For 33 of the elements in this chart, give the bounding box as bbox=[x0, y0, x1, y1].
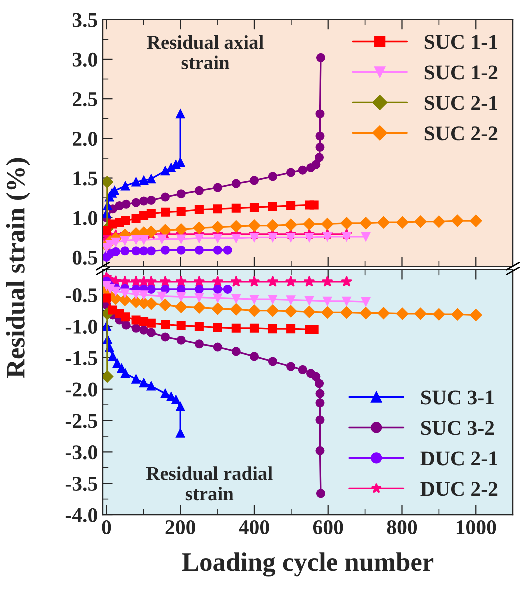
y-tick-label: 3.5 bbox=[72, 13, 98, 28]
x-tick-label: 400 bbox=[239, 520, 270, 535]
legend-label: DUC 2-1 bbox=[420, 452, 498, 466]
legend-label: SUC 1-2 bbox=[424, 66, 498, 80]
y-tick-label: 2.5 bbox=[73, 92, 98, 107]
y-tick-label: -1.5 bbox=[66, 351, 98, 366]
x-axis-title: Loading cycle number bbox=[182, 552, 434, 577]
legend-label: SUC 3-2 bbox=[421, 421, 494, 436]
y-tick-label: -3.0 bbox=[66, 446, 98, 460]
annotation: Residual radial strain bbox=[146, 466, 273, 501]
y-tick-label: -2.5 bbox=[66, 414, 98, 428]
y-tick-label: -1.0 bbox=[66, 320, 98, 334]
y-tick-label: 3.0 bbox=[72, 52, 98, 67]
x-tick-label: 200 bbox=[166, 520, 196, 535]
y-tick-label: 2.0 bbox=[73, 132, 98, 146]
legend-label: SUC 1-1 bbox=[424, 35, 498, 50]
x-tick-label: 800 bbox=[387, 520, 418, 535]
y-tick-label: 1.5 bbox=[74, 172, 98, 186]
x-tick-label: 0 bbox=[102, 520, 112, 535]
y-tick-label: 1.0 bbox=[74, 211, 98, 226]
legend-label: SUC 2-2 bbox=[424, 126, 498, 141]
legend-label: DUC 2-2 bbox=[420, 482, 498, 496]
y-tick-label: -4.0 bbox=[66, 508, 98, 523]
y-tick-label: -0.5 bbox=[66, 288, 98, 303]
y-tick-label: -2.0 bbox=[66, 382, 98, 397]
legend-label: SUC 3-1 bbox=[421, 390, 494, 405]
x-tick-label: 1000 bbox=[456, 520, 496, 535]
annotation: Residual axial strain bbox=[147, 35, 264, 70]
y-tick-label: 0.5 bbox=[72, 250, 98, 266]
x-tick-label: 600 bbox=[313, 520, 344, 535]
y-axis-title: Residual strain (%) bbox=[6, 158, 30, 378]
y-tick-label: -3.5 bbox=[66, 477, 98, 492]
legend-label: SUC 2-1 bbox=[424, 96, 498, 110]
